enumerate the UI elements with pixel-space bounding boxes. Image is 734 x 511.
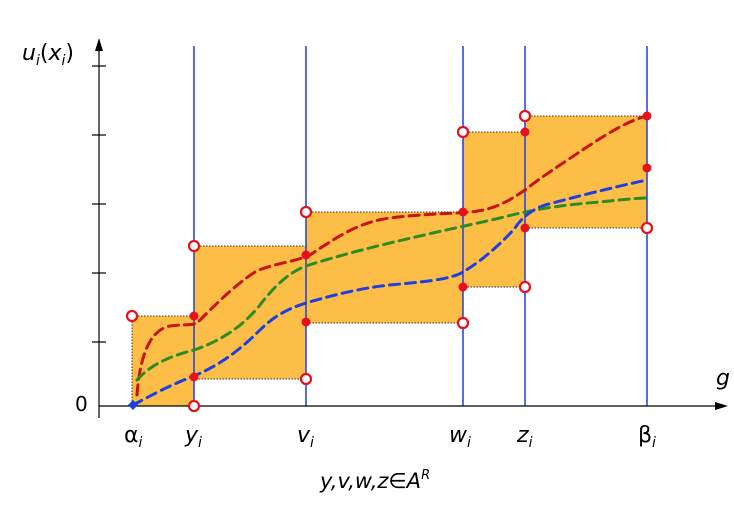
- filled-point: [301, 317, 311, 327]
- y-axis-arrowhead: [95, 38, 103, 51]
- open-point: [640, 221, 654, 235]
- axes: [92, 38, 728, 418]
- open-point: [518, 109, 532, 123]
- tick-label-w: wi: [449, 423, 471, 451]
- curves: [131, 114, 649, 407]
- x-axis-arrowhead: [715, 402, 728, 410]
- filled-point: [642, 111, 652, 121]
- open-point: [456, 125, 470, 139]
- filled-point: [458, 282, 468, 292]
- y-axis-label: ui(xi): [22, 41, 74, 69]
- filled-point: [642, 163, 652, 173]
- interval-box-z-beta: [524, 115, 648, 229]
- origin-marker: [128, 400, 138, 410]
- open-point: [187, 239, 201, 253]
- origin-label: 0: [75, 392, 88, 416]
- tick-label-v: vi: [297, 423, 314, 451]
- open-point: [187, 399, 201, 413]
- upper-curve: [135, 114, 649, 397]
- caption: y,v,w,z∈AR: [319, 468, 430, 493]
- open-point: [299, 372, 313, 386]
- filled-point: [189, 311, 199, 321]
- open-circles: [125, 109, 654, 413]
- y-axis-ticks: [92, 65, 106, 343]
- filled-point: [189, 372, 199, 382]
- open-point: [456, 316, 470, 330]
- tick-label-y: yi: [184, 423, 202, 451]
- tick-label-z: zi: [516, 423, 533, 451]
- open-point: [518, 280, 532, 294]
- filled-point: [301, 250, 311, 260]
- tick-label-beta: βi: [638, 423, 656, 451]
- middle-curve: [135, 196, 649, 382]
- filled-point: [520, 223, 530, 233]
- interval-box-y-v: [193, 245, 307, 380]
- open-point: [125, 309, 139, 323]
- x-axis-label: g: [716, 366, 730, 391]
- open-point: [299, 205, 313, 219]
- filled-point: [458, 207, 468, 217]
- filled-point: [520, 127, 530, 137]
- interval-box-w-z: [462, 131, 526, 288]
- lower-curve: [131, 178, 649, 407]
- tick-label-alpha: αi: [124, 423, 143, 451]
- interval-box-v-w: [305, 211, 464, 324]
- tick-labels: αi yi vi wi zi βi: [124, 423, 656, 451]
- filled-circles: [189, 111, 652, 382]
